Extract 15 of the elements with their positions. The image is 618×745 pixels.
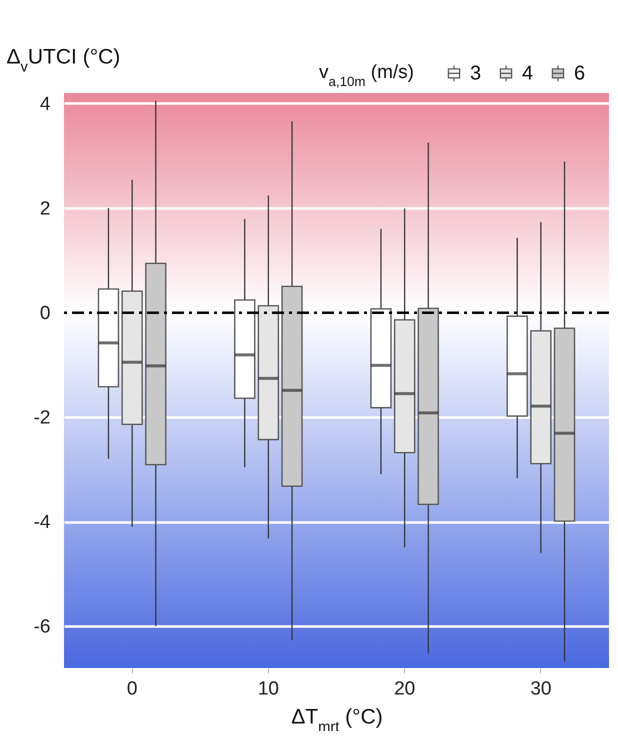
- x-tick-label: 30: [530, 678, 552, 700]
- y-tick-label: 0: [40, 303, 50, 324]
- y-tick-label: 4: [40, 94, 51, 115]
- x-tick-label: 0: [126, 678, 138, 700]
- y-tick-label: -6: [34, 616, 50, 638]
- legend-label: 4: [522, 62, 534, 84]
- x-tick-label: 10: [258, 678, 279, 700]
- y-tick-label: -2: [34, 408, 50, 429]
- legend-label: 6: [574, 62, 586, 84]
- legend-title: v$_{a,10m}$ (m/s): [319, 62, 414, 88]
- x-tick-label: 20: [394, 678, 416, 700]
- legend-label: 3: [470, 62, 482, 84]
- y-tick-label: -4: [34, 512, 51, 534]
- y-tick-label: 2: [40, 198, 50, 220]
- y-axis-title: Δ$_{v}$UTCI (°C): [6, 46, 120, 76]
